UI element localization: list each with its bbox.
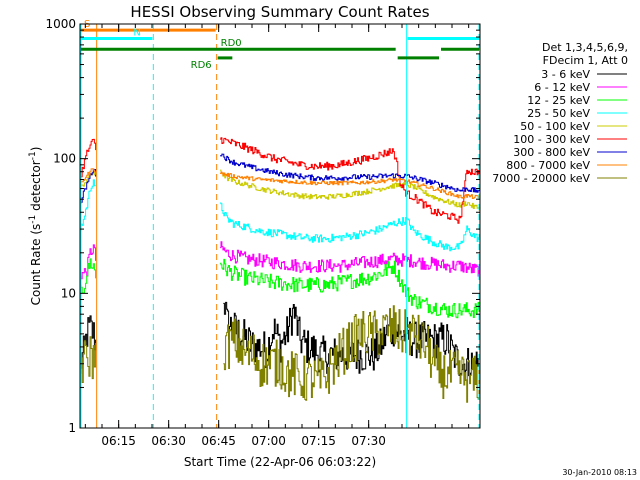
chart-title: HESSI Observing Summary Count Rates [130, 3, 429, 21]
x-axis: 06:15 06:30 06:45 07:00 07:15 07:30 [84, 24, 470, 448]
trace-0 [80, 315, 97, 369]
legend-label-3: 25 - 50 keV [527, 107, 590, 120]
trace-2 [220, 258, 480, 319]
legend-label-4: 50 - 100 keV [520, 120, 590, 133]
flag-label-RD0: RD0 [221, 38, 242, 49]
trace-5 [80, 138, 97, 179]
x-tick-label-1: 06:30 [151, 434, 186, 448]
trace-4 [220, 169, 480, 211]
flag-group: S N RD0 RD6 [81, 19, 479, 71]
trace-3 [80, 179, 97, 232]
flag-label-N: N [133, 28, 140, 39]
legend-label-5: 100 - 300 keV [513, 133, 590, 146]
trace-4 [80, 171, 97, 188]
x-tick-label-0: 06:15 [101, 434, 136, 448]
trace-8 [80, 336, 97, 383]
trace-6 [220, 153, 480, 193]
plot-frame [79, 23, 481, 429]
legend-label-2: 12 - 25 keV [527, 94, 590, 107]
marker-lines [80, 24, 480, 428]
x-axis-label: Start Time (22-Apr-06 06:03:22) [184, 455, 376, 469]
y-tick-label-3: 1000 [45, 17, 76, 31]
trace-5 [220, 137, 480, 224]
legend-label-6: 300 - 800 keV [513, 146, 590, 159]
x-tick-label-5: 07:30 [351, 434, 386, 448]
trace-6 [80, 168, 97, 204]
trace-7 [220, 171, 480, 199]
legend-label-1: 6 - 12 keV [534, 81, 590, 94]
y-axis: 1 10 100 1000 [45, 17, 480, 435]
legend-header-line-2: FDecim 1, Att 0 [543, 54, 628, 67]
x-tick-label-3: 07:00 [251, 434, 286, 448]
trace-1 [80, 244, 97, 280]
generation-timestamp: 30-Jan-2010 08:13 [562, 468, 637, 477]
trace-7 [80, 168, 97, 183]
y-axis-label: Count Rate (s-1 detector-1) [28, 147, 43, 306]
y-tick-label-1: 10 [61, 286, 76, 300]
x-tick-label-2: 06:45 [201, 434, 236, 448]
legend-label-8: 7000 - 20000 keV [492, 172, 590, 185]
trace-1 [220, 241, 480, 277]
trace-8 [223, 305, 480, 403]
legend-label-7: 800 - 7000 keV [506, 159, 590, 172]
flag-label-S: S [84, 19, 90, 30]
trace-3 [220, 202, 480, 252]
legend: Det 1,3,4,5,6,9, FDecim 1, Att 0 3 - 6 k… [492, 41, 628, 185]
y-tick-label-2: 100 [53, 152, 76, 166]
x-tick-label-4: 07:15 [301, 434, 336, 448]
y-tick-label-0: 1 [68, 421, 76, 435]
legend-header-line-1: Det 1,3,4,5,6,9, [542, 41, 628, 54]
flag-label-RD6: RD6 [191, 60, 212, 71]
legend-label-0: 3 - 6 keV [541, 68, 590, 81]
trace-group [80, 137, 480, 403]
